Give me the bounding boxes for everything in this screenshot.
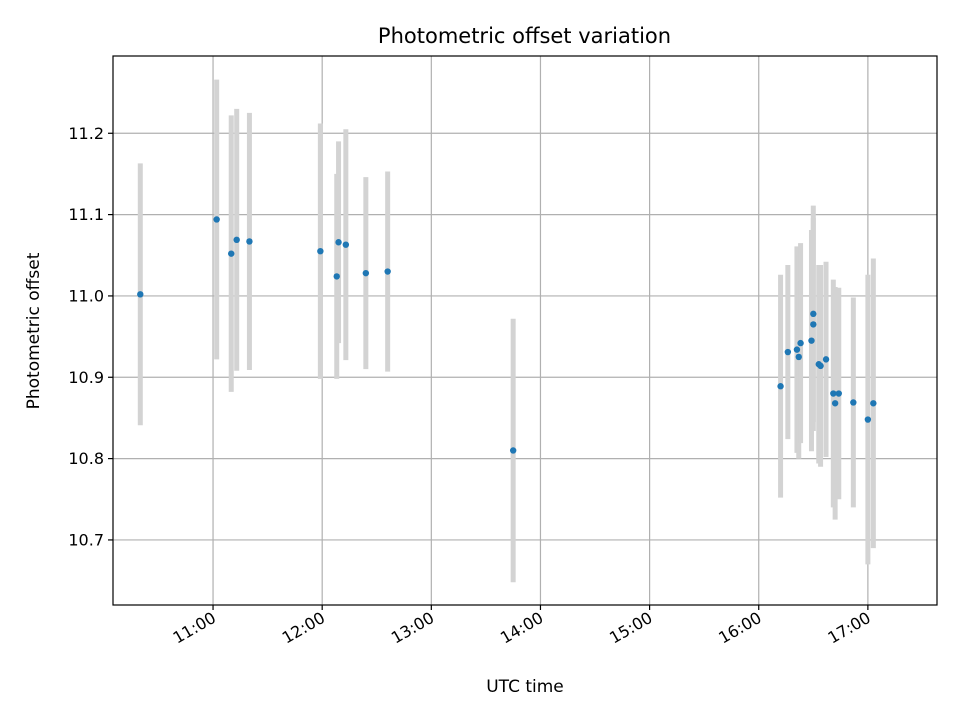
data-point	[335, 239, 342, 246]
plot-frame	[112, 55, 938, 606]
data-point	[342, 241, 350, 248]
data-point	[850, 399, 857, 406]
data-points	[137, 216, 877, 454]
data-point	[870, 400, 877, 407]
data-point	[333, 273, 340, 280]
data-point	[835, 390, 842, 397]
x-axis-label: UTC time	[486, 677, 564, 697]
data-point	[777, 383, 784, 390]
y-tick-label: 11.1	[68, 205, 104, 224]
y-tick-label: 11.0	[68, 286, 104, 305]
data-point	[317, 248, 324, 255]
y-tick-label: 11.2	[68, 124, 104, 143]
data-point	[793, 346, 801, 353]
data-point	[822, 356, 830, 363]
y-tick-label: 10.9	[68, 368, 104, 387]
y-axis-ticks: 10.7 10.8 10.9 11.0 11.1 11.2	[68, 124, 113, 549]
y-tick-label: 10.8	[68, 449, 104, 468]
data-point	[362, 269, 370, 277]
data-point	[864, 416, 872, 423]
data-point	[808, 337, 815, 344]
data-point	[509, 447, 517, 454]
data-point	[831, 400, 839, 407]
data-point	[795, 353, 802, 361]
chart-title: Photometric offset variation	[378, 24, 671, 48]
data-point	[213, 216, 220, 223]
y-tick-label: 10.7	[68, 530, 104, 549]
data-point	[797, 339, 804, 347]
y-axis-label: Photometric offset	[24, 252, 44, 409]
data-point	[784, 348, 792, 356]
data-point	[233, 236, 240, 244]
data-point	[817, 362, 824, 370]
data-point	[228, 250, 235, 257]
data-point	[137, 291, 144, 298]
data-point	[810, 321, 817, 328]
data-point	[384, 268, 391, 275]
data-point	[246, 238, 253, 245]
data-point	[810, 310, 817, 318]
data-point	[830, 390, 837, 397]
